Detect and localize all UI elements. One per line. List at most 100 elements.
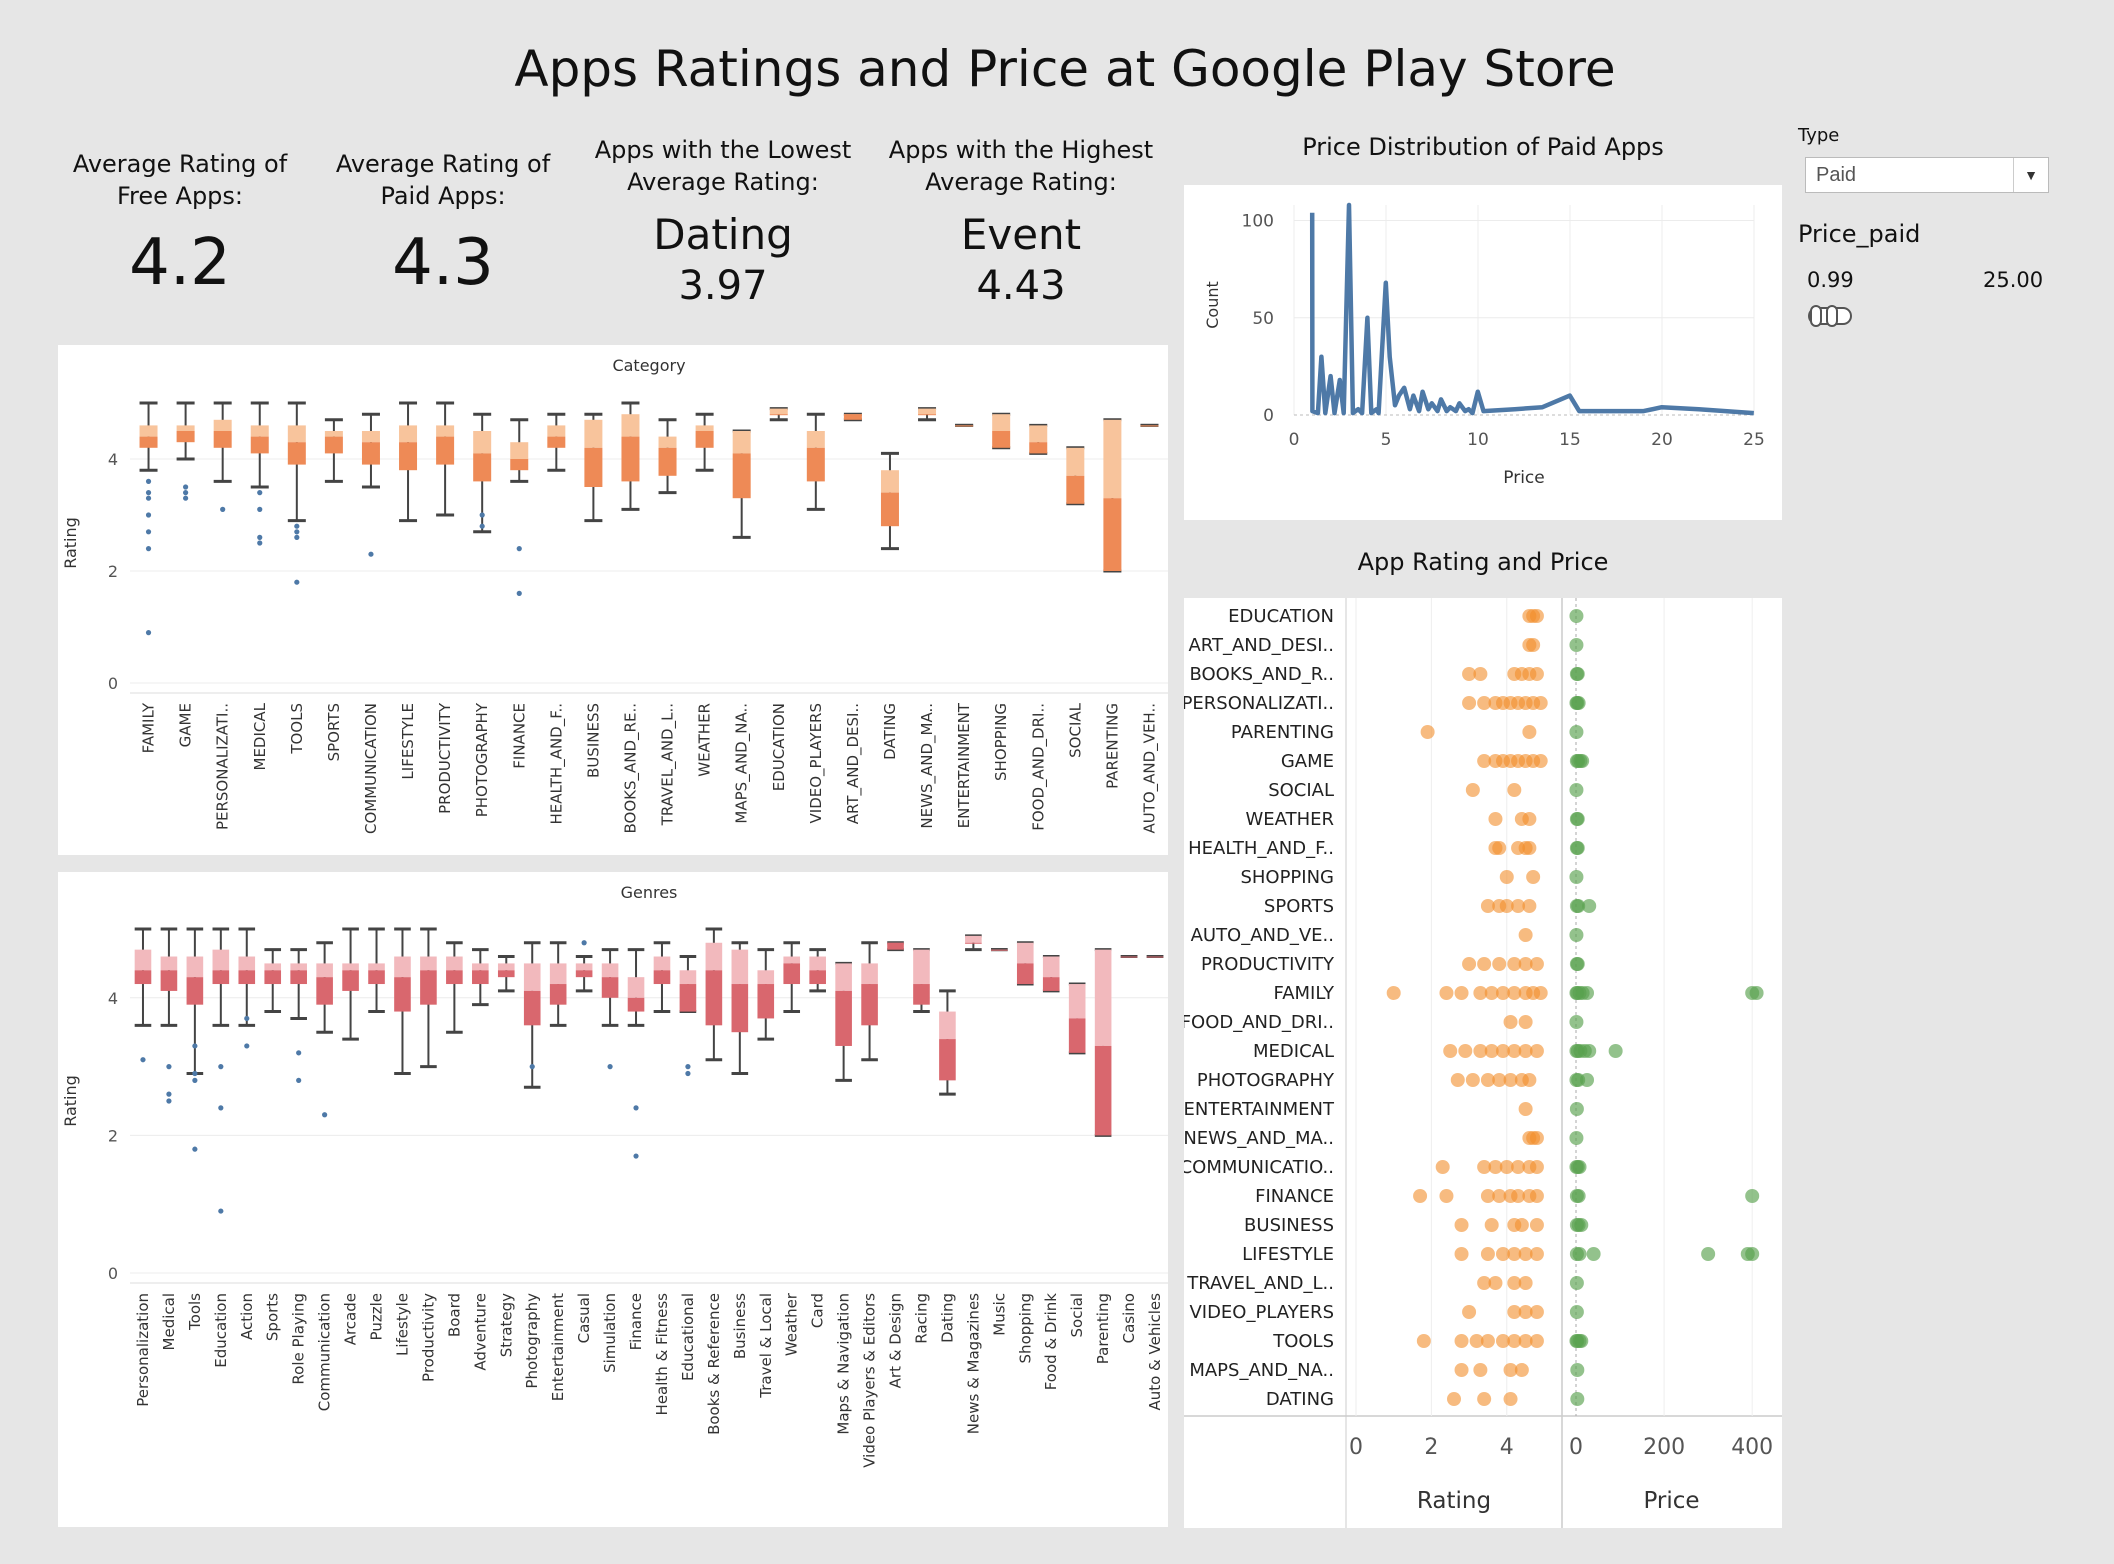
row-label: EDUCATION	[1228, 606, 1334, 627]
y-tick-label: 50	[1252, 309, 1274, 329]
x-tick-label: 15	[1559, 430, 1581, 450]
rating-point	[1507, 1305, 1522, 1319]
box-upper	[420, 956, 437, 971]
price-point	[1745, 1247, 1760, 1261]
price-dist-chart[interactable]: 0 5 10 15 20 25 0 50 100 Count Price	[1184, 185, 1782, 520]
row-label: AUTO_AND_VE..	[1191, 925, 1334, 946]
row-label: LIFESTYLE	[1242, 1244, 1334, 1265]
x-tick-label: Board	[445, 1293, 463, 1337]
box-15	[523, 941, 541, 1089]
rating-point	[1522, 812, 1537, 826]
rating-point	[1529, 1305, 1544, 1319]
box-1	[176, 401, 195, 501]
box-lower	[139, 436, 158, 448]
box-lower	[1068, 1018, 1086, 1053]
price-point	[1569, 638, 1584, 652]
scatter-chart[interactable]: 0 2 4 0 200 400 Rating Price EDUCATION ART_AND_DE…	[1180, 598, 1782, 1528]
scatter-row-11	[1518, 928, 1584, 942]
box-upper	[1066, 447, 1085, 476]
x-tick-label: Video Players & Editors	[861, 1293, 879, 1468]
box-33	[991, 948, 1008, 952]
scatter-row-12	[1462, 957, 1585, 971]
rating-point	[1450, 1073, 1465, 1087]
x-axis-label: Price	[1643, 1488, 1699, 1514]
box-12	[584, 412, 603, 523]
rating-point	[1518, 1102, 1533, 1116]
box-39	[1146, 955, 1164, 959]
rating-point	[1511, 1160, 1526, 1174]
box-upper	[368, 963, 385, 971]
box-upper	[584, 419, 603, 448]
x-tick-label: HEALTH_AND_F..	[547, 703, 566, 825]
rating-point	[1480, 1073, 1495, 1087]
box-upper	[809, 956, 826, 971]
box-lower	[627, 997, 645, 1012]
kpi-label: Average Rating of	[335, 150, 551, 178]
rating-point	[1499, 1160, 1514, 1174]
x-tick-label: 0	[1569, 1435, 1583, 1460]
outlier-point	[244, 1015, 250, 1022]
chevron-down-icon[interactable]: ▼	[2013, 158, 2048, 192]
outlier-point	[633, 1153, 639, 1159]
rating-point	[1518, 1305, 1533, 1319]
box-lower	[264, 970, 282, 985]
genres-boxplot-chart[interactable]: Genres 0 2 4 Rating Personalization Medical Too…	[58, 872, 1168, 1527]
box-upper	[394, 956, 411, 978]
dashboard-title: Apps Ratings and Price at Google Play St…	[514, 40, 1616, 98]
kpi-paid-rating: Average Rating of Paid Apps: 4.3	[323, 148, 563, 300]
box-22	[705, 927, 723, 1062]
price-range-slider[interactable]	[1805, 302, 1857, 330]
scatter-row-7	[1488, 812, 1585, 826]
x-tick-label: Education	[212, 1293, 230, 1368]
x-tick-label: Music	[990, 1293, 1008, 1336]
y-tick-label: 0	[1263, 406, 1274, 426]
rating-point	[1480, 899, 1495, 913]
outlier-point	[607, 1064, 613, 1070]
x-tick-label: DATING	[881, 703, 899, 760]
box-lower	[399, 442, 418, 471]
x-tick-label: AUTO_AND_VEH..	[1140, 703, 1159, 834]
box-upper	[835, 963, 852, 991]
type-filter-dropdown[interactable]: Paid ▼	[1805, 157, 2049, 193]
x-tick-label: PERSONALIZATI..	[214, 703, 232, 830]
outlier-point	[192, 1070, 198, 1077]
slider-handle-max[interactable]	[1826, 305, 1838, 327]
price-dist-panel: 0 5 10 15 20 25 0 50 100 Count Price	[1184, 185, 1782, 520]
box-21	[918, 407, 937, 422]
x-tick-label: MEDICAL	[251, 702, 269, 770]
x-tick-label: PRODUCTIVITY	[436, 702, 454, 814]
kpi-label: Paid Apps:	[380, 182, 506, 210]
outlier-point	[218, 1064, 224, 1070]
rating-point	[1496, 1247, 1510, 1261]
price-point	[1570, 957, 1585, 971]
box-1	[160, 927, 178, 1104]
rating-point	[1499, 870, 1514, 884]
scatter-row-5	[1477, 754, 1590, 768]
box-27	[1140, 423, 1159, 427]
box-lower	[549, 984, 567, 1005]
category-boxplot-chart[interactable]: Category 0 2 4 Rating FAMILY GAME PERSONALIZATI…	[58, 345, 1168, 855]
box-lower	[436, 436, 455, 465]
box-25	[1066, 446, 1085, 506]
box-30	[913, 948, 930, 1014]
box-upper	[732, 431, 751, 454]
box-24	[757, 948, 775, 1041]
box-13	[472, 948, 489, 1007]
rating-point	[1518, 928, 1533, 942]
outlier-point	[294, 579, 300, 585]
slider-handle-min[interactable]	[1810, 305, 1822, 327]
rating-point	[1420, 725, 1435, 739]
rating-point	[1413, 1189, 1428, 1203]
x-tick-label: VIDEO_PLAYERS	[807, 703, 826, 823]
rating-point	[1462, 1305, 1477, 1319]
x-tick-label: PARENTING	[1103, 703, 1121, 789]
price-point	[1571, 696, 1586, 710]
x-tick-label: BUSINESS	[584, 703, 602, 778]
rating-point	[1529, 1131, 1544, 1145]
x-tick-label: Books & Reference	[705, 1293, 723, 1435]
box-upper	[992, 414, 1011, 431]
box-lower	[523, 990, 541, 1026]
rating-point	[1526, 638, 1541, 652]
box-upper	[324, 431, 343, 437]
box-lower	[1029, 442, 1048, 454]
